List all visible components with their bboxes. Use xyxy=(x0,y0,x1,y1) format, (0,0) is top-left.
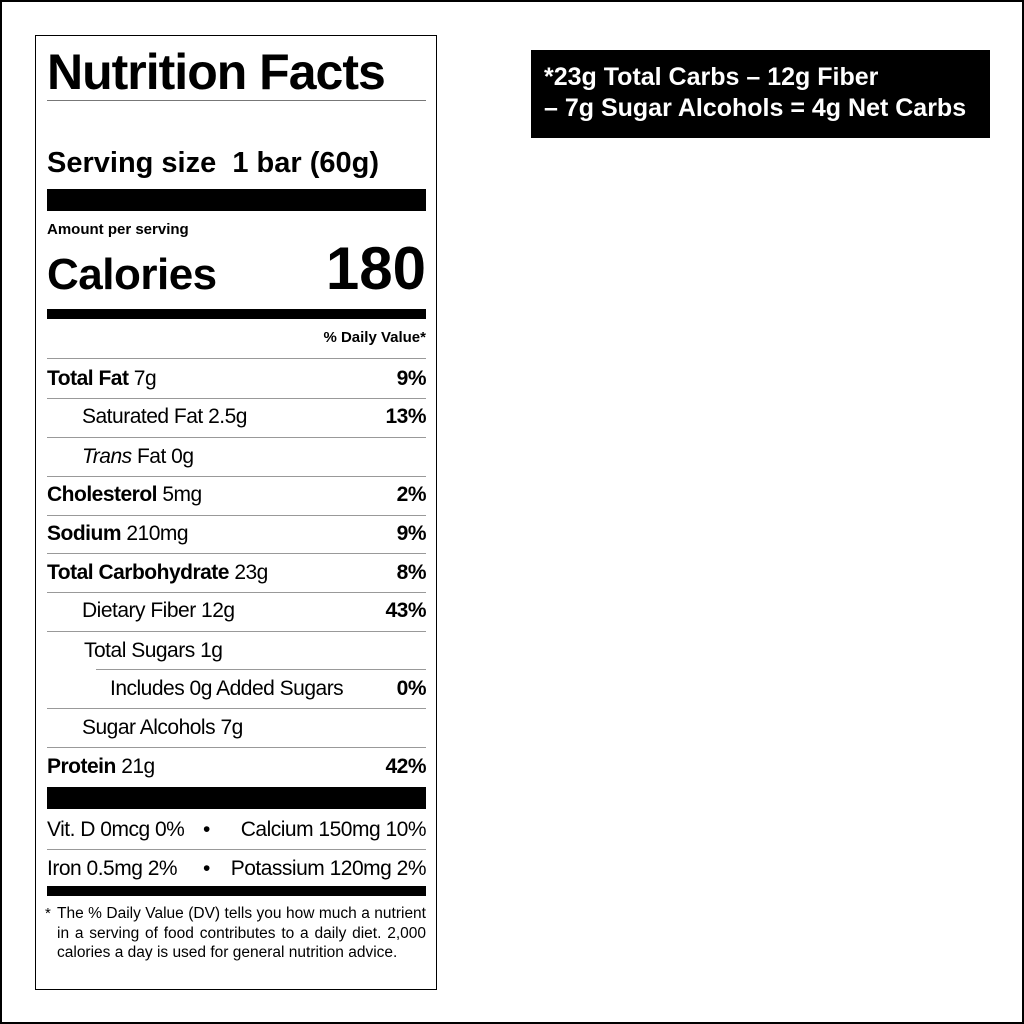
nutrient-name: Total Sugars xyxy=(84,639,195,662)
nutrient-name: Saturated Fat xyxy=(82,405,203,428)
nutrient-amount: 7g xyxy=(220,716,243,739)
nutrient-dv: 43% xyxy=(385,599,426,622)
nutrient-name: Cholesterol xyxy=(47,483,158,506)
bullet-separator: • xyxy=(203,857,210,880)
nutrient-name: Total Carbohydrate xyxy=(47,561,229,584)
nutrient-name: Sugar Alcohols xyxy=(82,716,216,739)
nutrient-amount: 7g xyxy=(133,367,157,390)
divider xyxy=(47,592,426,593)
nutrient-amount: 12g xyxy=(201,599,235,622)
nutrient-amount: 21g xyxy=(121,755,155,778)
thick-bar xyxy=(47,787,426,809)
net-carbs-line-1: *23g Total Carbs – 12g Fiber xyxy=(544,63,879,91)
divider xyxy=(47,849,426,850)
nutrient-dv: 9% xyxy=(396,522,427,545)
nutrient-dv: 0% xyxy=(396,677,427,700)
nutrient-amount: 0g xyxy=(171,445,194,468)
nutrient-row-dietary-fiber: Dietary Fiber 12g 43% xyxy=(47,596,426,626)
nutrient-name: Includes 0g Added Sugars xyxy=(110,677,344,700)
calories-label: Calories xyxy=(47,250,217,299)
serving-size-label: Serving size xyxy=(47,147,217,179)
nutrient-row-total-sugars: Total Sugars 1g xyxy=(47,636,426,666)
nutrient-row-saturated-fat: Saturated Fat 2.5g 13% xyxy=(47,402,426,432)
nutrient-amount: 2.5g xyxy=(208,405,247,428)
divider xyxy=(47,437,426,438)
nutrient-amount: 1g xyxy=(200,639,223,662)
divider xyxy=(47,631,426,632)
nutrient-row-sugar-alcohols: Sugar Alcohols 7g xyxy=(47,713,426,743)
net-carbs-callout: *23g Total Carbs – 12g Fiber – 7g Sugar … xyxy=(531,50,990,138)
nutrient-name: Sodium xyxy=(47,522,122,545)
nutrient-name: Protein xyxy=(47,755,116,778)
potassium: Potassium 120mg 2% xyxy=(230,857,427,880)
thick-bar xyxy=(47,189,426,211)
nutrient-row-cholesterol: Cholesterol 5mg 2% xyxy=(47,480,427,510)
daily-value-header: % Daily Value* xyxy=(323,329,426,346)
vitamin-d: Vit. D 0mcg 0% xyxy=(47,818,185,841)
footnote-star: * xyxy=(45,905,51,922)
divider xyxy=(47,747,426,748)
nutrient-row-added-sugars: Includes 0g Added Sugars 0% xyxy=(47,674,427,704)
vitamin-row-2: Iron 0.5mg 2% • Potassium 120mg 2% xyxy=(47,854,427,884)
divider xyxy=(47,515,426,516)
divider xyxy=(47,100,426,101)
label-title: Nutrition Facts xyxy=(47,44,386,100)
nutrient-name: Dietary Fiber xyxy=(82,599,196,622)
divider xyxy=(47,358,426,359)
divider xyxy=(47,476,426,477)
divider xyxy=(47,398,426,399)
nutrition-facts-label: Nutrition Facts Serving size 1 bar (60g)… xyxy=(35,35,437,990)
nutrient-row-protein: Protein 21g 42% xyxy=(47,752,426,782)
amount-per-serving: Amount per serving xyxy=(47,221,189,238)
nutrient-dv: 8% xyxy=(396,561,427,584)
nutrient-name: Total Fat xyxy=(47,367,129,390)
nutrient-dv: 9% xyxy=(396,367,427,390)
footnote: The % Daily Value (DV) tells you how muc… xyxy=(57,905,426,961)
medium-bar xyxy=(47,309,426,319)
nutrient-row-sodium: Sodium 210mg 9% xyxy=(47,519,427,549)
serving-size: Serving size 1 bar (60g) xyxy=(47,146,379,180)
medium-bar xyxy=(47,886,426,896)
bullet-separator: • xyxy=(203,818,210,841)
nutrient-amount: 23g xyxy=(234,561,268,584)
calcium: Calcium 150mg 10% xyxy=(240,818,427,841)
nutrient-dv: 13% xyxy=(385,405,426,428)
iron: Iron 0.5mg 2% xyxy=(47,857,178,880)
nutrient-amount: 5mg xyxy=(162,483,202,506)
nutrient-row-trans-fat: Trans Fat 0g xyxy=(47,442,426,472)
net-carbs-line-2: – 7g Sugar Alcohols = 4g Net Carbs xyxy=(544,94,967,122)
divider xyxy=(96,669,426,670)
nutrient-name: Trans xyxy=(82,445,132,468)
nutrient-amount: 210mg xyxy=(126,522,189,545)
divider xyxy=(47,553,426,554)
nutrient-dv: 2% xyxy=(396,483,427,506)
divider xyxy=(47,708,426,709)
nutrient-dv: 42% xyxy=(385,755,426,778)
serving-size-value: 1 bar (60g) xyxy=(232,147,380,179)
nutrient-row-total-fat: Total Fat 7g 9% xyxy=(47,364,427,394)
nutrient-row-total-carbohydrate: Total Carbohydrate 23g 8% xyxy=(47,558,427,588)
vitamin-row-1: Vit. D 0mcg 0% • Calcium 150mg 10% xyxy=(47,815,427,845)
calories-value: 180 xyxy=(325,235,426,302)
nutrient-name-suffix: Fat xyxy=(136,445,166,468)
